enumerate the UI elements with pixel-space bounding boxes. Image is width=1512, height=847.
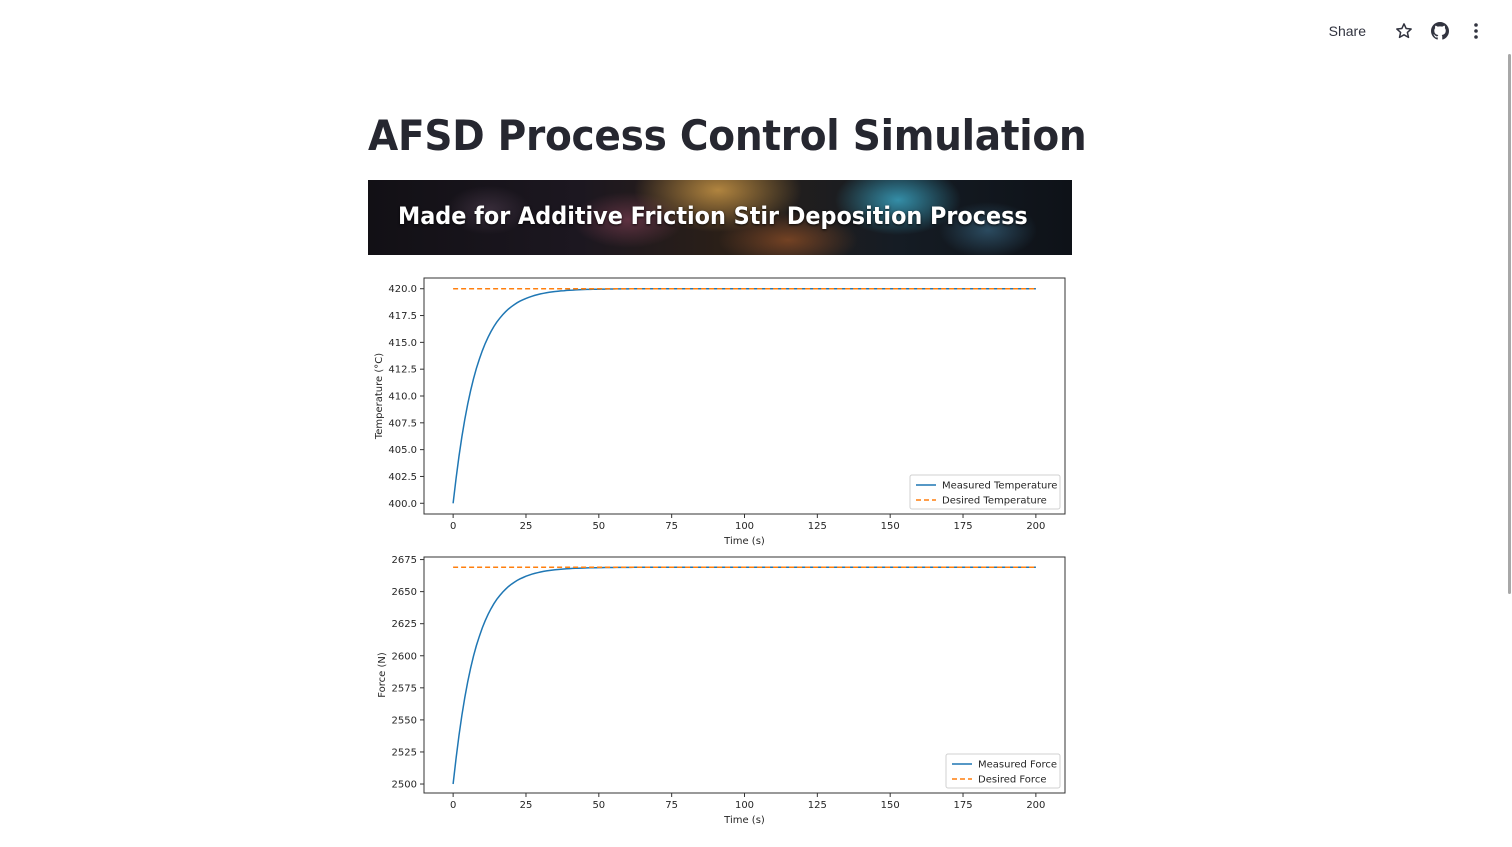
y-tick-label: 2575 [392, 683, 417, 694]
app-header: Share [0, 0, 1512, 60]
y-tick-label: 417.5 [388, 311, 417, 322]
measured-line [452, 287, 1036, 504]
share-button[interactable]: Share [1328, 23, 1366, 39]
x-tick-label: 125 [808, 521, 827, 532]
x-tick-label: 100 [735, 800, 754, 811]
more-vertical-icon [1474, 23, 1478, 39]
x-tick-label: 0 [450, 521, 456, 532]
x-tick-label: 175 [953, 800, 972, 811]
y-axis-label: Force (N) [377, 652, 388, 698]
github-button[interactable] [1426, 19, 1454, 43]
y-tick-label: 402.5 [388, 472, 417, 483]
x-axis-label: Time (s) [723, 815, 765, 826]
y-tick-label: 2600 [392, 651, 417, 662]
page-scrollbar[interactable] [1506, 54, 1512, 594]
y-tick-label: 2500 [392, 780, 417, 791]
measured-line [452, 566, 1036, 785]
chart-legend: Measured Force Desired Force [945, 753, 1061, 789]
y-tick-label: 405.0 [388, 445, 417, 456]
x-tick-label: 100 [735, 521, 754, 532]
legend-label: Measured Temperature [942, 481, 1057, 492]
header-actions: Share [1323, 19, 1490, 43]
y-tick-label: 412.5 [388, 365, 417, 376]
github-icon [1431, 22, 1449, 40]
x-tick-label: 125 [808, 800, 827, 811]
x-tick-label: 200 [1026, 521, 1045, 532]
force-chart-svg: 0 25 50 75 100 125 150 175 200250025252550257526… [377, 555, 1066, 826]
star-icon [1396, 23, 1412, 39]
y-tick-label: 2550 [392, 715, 417, 726]
x-tick-label: 50 [592, 521, 605, 532]
page-title: AFSD Process Control Simulation [368, 111, 1087, 160]
x-tick-label: 175 [953, 521, 972, 532]
temperature-chart: 0 25 50 75 100 125 150 175 200 400.0 402.5 405.0 407… [368, 270, 1072, 552]
y-tick-label: 2675 [392, 555, 417, 566]
y-tick-label: 407.5 [388, 418, 417, 429]
y-tick-label: 420.0 [388, 284, 417, 295]
x-tick-label: 200 [1026, 800, 1045, 811]
force-chart: 0 25 50 75 100 125 150 175 200 2500 2525 2550 2575 26… [368, 549, 1072, 831]
temperature-chart-svg: 0 25 50 75 100 125 150 175 200 400.0 402.5 405.0 407… [374, 277, 1066, 547]
y-tick-label: 2625 [392, 619, 417, 630]
y-tick-label: 410.0 [388, 392, 417, 403]
chart-legend: Measured Temperature Desired Temperature [909, 474, 1061, 510]
scrollbar-thumb[interactable] [1508, 54, 1511, 594]
x-tick-label: 25 [520, 800, 533, 811]
x-tick-label: 75 [665, 800, 678, 811]
banner-text: Made for Additive Friction Stir Depositi… [398, 202, 1028, 230]
y-tick-label: 2525 [392, 747, 417, 758]
y-tick-label: 2650 [392, 587, 417, 598]
x-tick-label: 150 [881, 800, 900, 811]
x-tick-label: 25 [520, 521, 533, 532]
x-tick-label: 0 [450, 800, 456, 811]
legend-label: Measured Force [978, 760, 1057, 771]
y-tick-label: 415.0 [388, 338, 417, 349]
y-axis-label: Temperature (°C) [374, 353, 385, 440]
x-axis-label: Time (s) [723, 536, 765, 547]
banner-image: Made for Additive Friction Stir Depositi… [368, 180, 1072, 255]
x-tick-label: 150 [881, 521, 900, 532]
main-menu-button[interactable] [1462, 19, 1490, 43]
y-tick-label: 400.0 [388, 499, 417, 510]
legend-label: Desired Temperature [942, 496, 1047, 507]
x-tick-label: 75 [665, 521, 678, 532]
legend-label: Desired Force [978, 775, 1046, 786]
star-button[interactable] [1390, 19, 1418, 43]
x-tick-label: 50 [592, 800, 605, 811]
